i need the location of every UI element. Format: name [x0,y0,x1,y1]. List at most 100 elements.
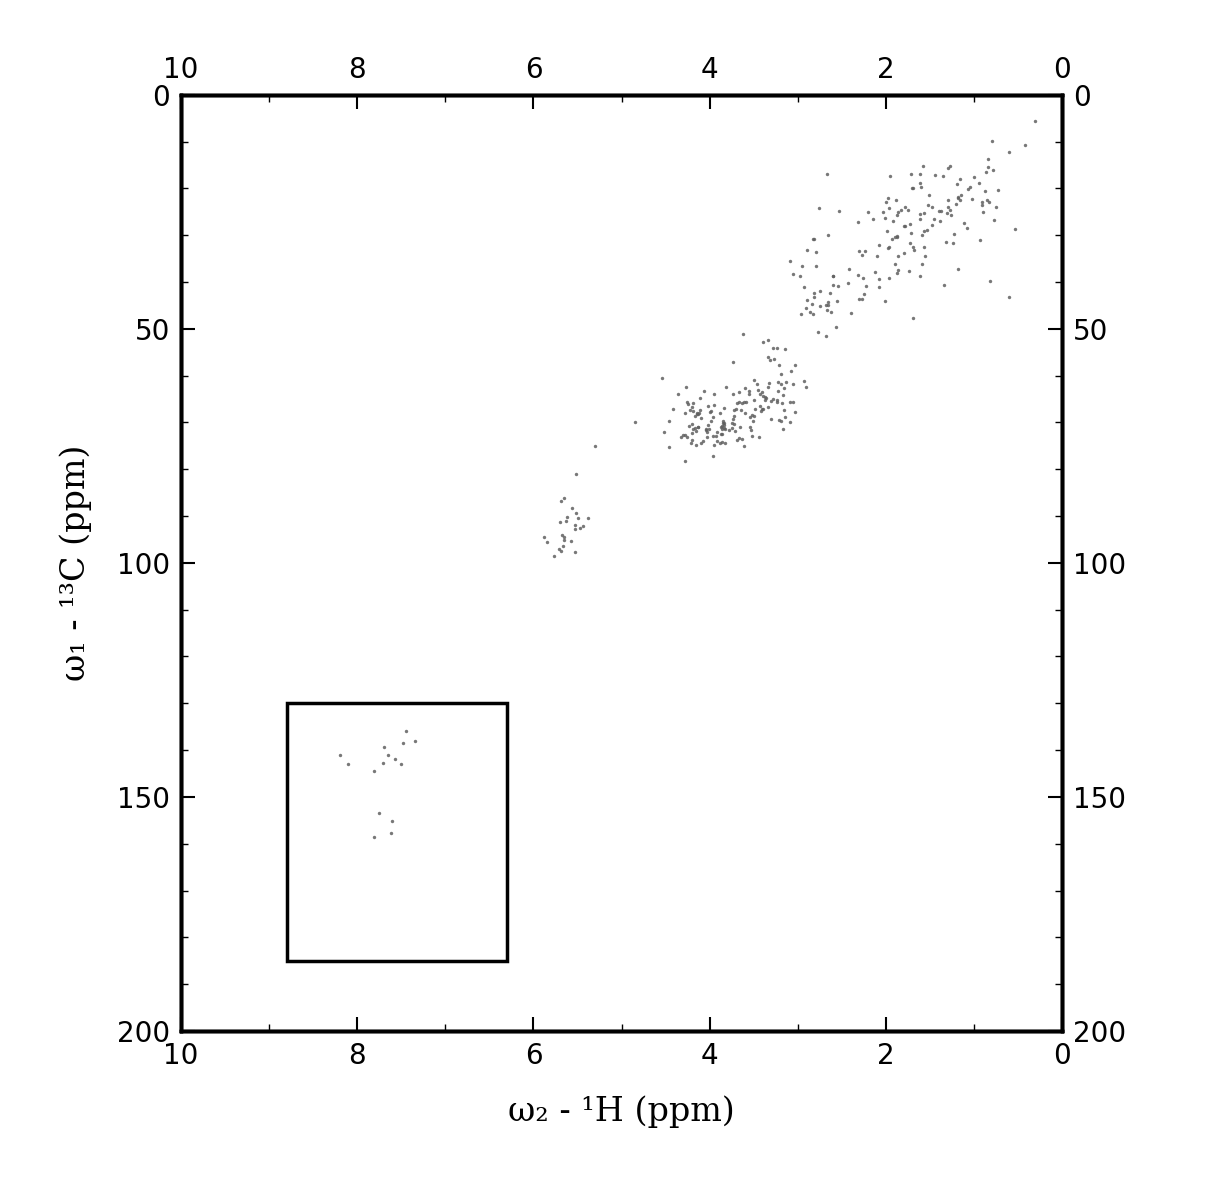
Point [724,401,744,419]
Point [940,200,960,219]
Point [757,389,776,408]
Point [888,203,908,222]
Point [780,251,799,270]
Point [886,228,905,246]
Point [867,246,886,265]
Point [768,338,787,357]
Point [903,238,922,257]
Point [978,190,997,209]
Point [938,159,957,178]
Point [554,489,573,508]
Point [892,201,911,220]
Point [733,430,752,449]
Point [716,434,735,453]
Point [764,339,783,358]
Point [915,222,934,241]
Point [894,243,914,262]
Point [958,179,978,198]
Point [841,303,861,322]
Point [742,427,762,446]
Point [771,365,791,384]
Point [404,731,424,750]
Point [723,385,742,404]
Point [915,246,934,265]
Point [903,178,922,197]
Point [701,402,721,421]
Point [745,390,764,409]
Point [674,425,693,444]
Point [733,324,752,342]
Point [795,299,815,318]
Point [911,177,931,196]
Point [803,305,822,324]
Point [739,382,758,401]
Point [920,186,939,205]
Point [934,276,954,295]
Point [768,372,787,391]
Point [566,465,585,483]
Point [797,377,816,396]
Point [752,401,771,419]
Point [989,181,1008,200]
Point [823,267,842,286]
Point [774,401,793,419]
Point [698,428,717,447]
Point [722,419,741,438]
Point [775,340,794,359]
Point [706,427,725,446]
Point [712,425,731,444]
Point [751,385,770,404]
Point [900,165,920,184]
Point [544,547,564,566]
Point [682,424,701,443]
Point [675,403,694,422]
Point [688,405,707,424]
Point [887,228,906,246]
Point [750,397,769,416]
Point [888,226,908,245]
Point [678,416,698,435]
Point [949,187,968,206]
Point [759,373,779,392]
Point [746,399,765,418]
Point [912,254,932,273]
Point [763,389,782,408]
Point [753,382,772,401]
Point [550,542,570,561]
Point [699,416,718,435]
Point [711,403,730,422]
Point [791,305,810,324]
Point [828,277,847,296]
Point [887,205,906,224]
Point [772,419,792,438]
Point [681,401,700,419]
Point [725,422,745,441]
Point [713,411,733,430]
Point [713,414,733,433]
Point [970,231,990,250]
Point [869,277,888,296]
Point [899,262,919,281]
Point [692,409,711,428]
Point [817,165,836,184]
Point [735,392,754,411]
Point [537,532,556,551]
Point [783,264,803,283]
Point [849,242,868,261]
Point [894,216,914,235]
Point [900,214,920,233]
Point [964,167,984,186]
Point [786,403,805,422]
Point [896,216,915,235]
Point [869,270,888,289]
Point [383,812,402,831]
Point [932,201,951,220]
Point [698,396,717,415]
Point [781,393,800,412]
Point [880,269,899,288]
Point [957,219,976,238]
Point [562,499,582,518]
Point [806,257,826,276]
Point [654,423,674,442]
Point [723,414,742,433]
